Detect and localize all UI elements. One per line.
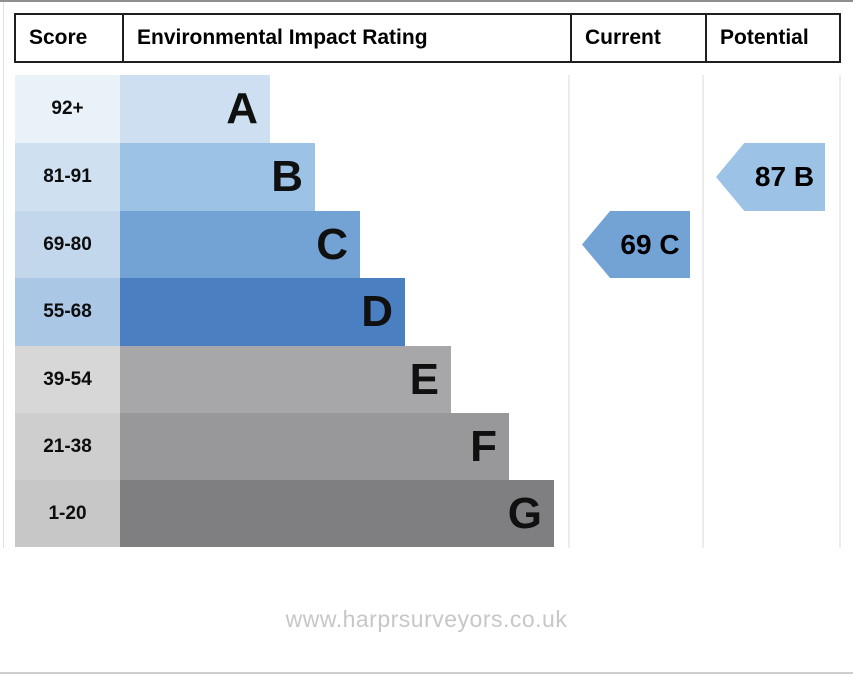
band-letter: A (226, 84, 258, 133)
header-score-label: Score (29, 26, 88, 49)
score-range-label: 69-80 (15, 211, 120, 278)
rating-bar-c: C (120, 211, 360, 278)
band-row-g: 1-20 G (15, 480, 835, 547)
band-row-b: 81-91 B (15, 143, 835, 211)
website-text: www.harprsurveyors.co.uk (0, 606, 853, 633)
rating-bar-d: D (120, 278, 405, 346)
potential-rating-arrow: 87 B (716, 143, 825, 211)
header-cell-rating-title: Environmental Impact Rating (122, 15, 570, 61)
rating-bar-a: A (120, 75, 270, 143)
rating-bar-e: E (120, 346, 451, 413)
band-row-e: 39-54 E (15, 346, 835, 413)
column-separator-current (568, 75, 570, 548)
band-letter: G (507, 488, 542, 538)
score-range-label: 1-20 (15, 480, 120, 547)
band-letter: E (409, 354, 439, 404)
score-range-label: 21-38 (15, 413, 120, 480)
header-cell-score: Score (16, 15, 122, 61)
header-current-label: Current (585, 26, 661, 49)
band-letter: C (316, 219, 348, 269)
score-range-label: 39-54 (15, 346, 120, 413)
band-letter: D (361, 287, 393, 336)
band-row-c: 69-80 C (15, 211, 835, 278)
page-left-border (3, 2, 4, 548)
column-separator-right (839, 75, 841, 548)
column-separator-potential (702, 75, 704, 548)
score-range-label: 92+ (15, 75, 120, 143)
score-range-label: 55-68 (15, 278, 120, 346)
rating-table-header: Score Environmental Impact Rating Curren… (14, 13, 841, 63)
band-letter: B (271, 152, 303, 201)
page-bottom-border (0, 672, 853, 674)
rating-bar-g: G (120, 480, 554, 547)
chart-title: Environmental Impact Rating (137, 26, 428, 49)
page-top-border (0, 0, 853, 2)
score-range-label: 81-91 (15, 143, 120, 211)
potential-rating-label: 87 B (754, 161, 815, 192)
band-row-a: 92+ A (15, 75, 835, 143)
rating-bar-f: F (120, 413, 509, 480)
website-url: www.harprsurveyors.co.uk (285, 606, 568, 632)
band-letter: F (470, 421, 497, 471)
rating-bar-b: B (120, 143, 315, 211)
header-potential-label: Potential (720, 26, 809, 49)
band-row-f: 21-38 F (15, 413, 835, 480)
current-rating-label: 69 C (620, 228, 680, 260)
band-row-d: 55-68 D (15, 278, 835, 346)
header-cell-current: Current (570, 15, 705, 61)
header-cell-potential: Potential (705, 15, 839, 61)
